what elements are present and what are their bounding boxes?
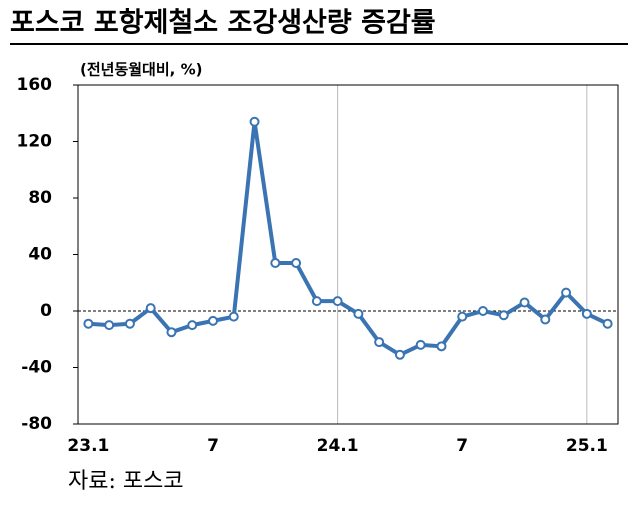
marker <box>498 310 509 321</box>
y-tick-label: 80 <box>28 188 52 208</box>
marker <box>519 297 530 308</box>
marker <box>311 296 322 307</box>
marker <box>457 311 468 322</box>
y-tick-label: 160 <box>17 75 53 95</box>
marker <box>166 327 177 338</box>
marker <box>83 318 94 329</box>
marker <box>602 318 613 329</box>
marker <box>104 320 115 331</box>
plot: -80 -40 0 40 80 120 160 23.1 7 24.1 7 25.1 <box>17 75 619 456</box>
y-axis-label: (전년동월대비, %) <box>80 61 202 79</box>
y-tick-label: -40 <box>21 358 52 378</box>
x-tick-label: 23.1 <box>67 436 109 456</box>
marker <box>208 315 218 326</box>
marker <box>415 339 426 350</box>
marker <box>394 349 405 360</box>
marker <box>124 318 135 329</box>
marker <box>374 337 385 348</box>
y-tick-label: 0 <box>40 301 52 321</box>
marker <box>581 308 592 319</box>
y-tick-label: -80 <box>21 414 52 434</box>
y-tick-label: 40 <box>28 245 52 265</box>
marker <box>561 287 572 298</box>
marker <box>145 303 156 314</box>
marker <box>436 341 447 352</box>
y-tick-label: 120 <box>17 132 53 152</box>
marker <box>540 314 551 325</box>
x-tick-label: 24.1 <box>317 436 359 456</box>
x-tick-label: 7 <box>207 436 219 456</box>
marker <box>353 308 364 319</box>
marker <box>332 296 343 307</box>
x-tick-label: 7 <box>456 436 468 456</box>
marker <box>291 257 302 268</box>
source: 자료: 포스코 <box>68 469 184 494</box>
marker <box>270 257 281 268</box>
marker <box>187 320 198 331</box>
marker <box>228 311 239 322</box>
chart-title: 포스코 포항제철소 조강생산량 증감률 <box>10 8 436 39</box>
marker <box>478 306 488 316</box>
marker <box>249 116 260 127</box>
plot-frame <box>77 84 619 425</box>
x-tick-label: 25.1 <box>566 436 608 456</box>
